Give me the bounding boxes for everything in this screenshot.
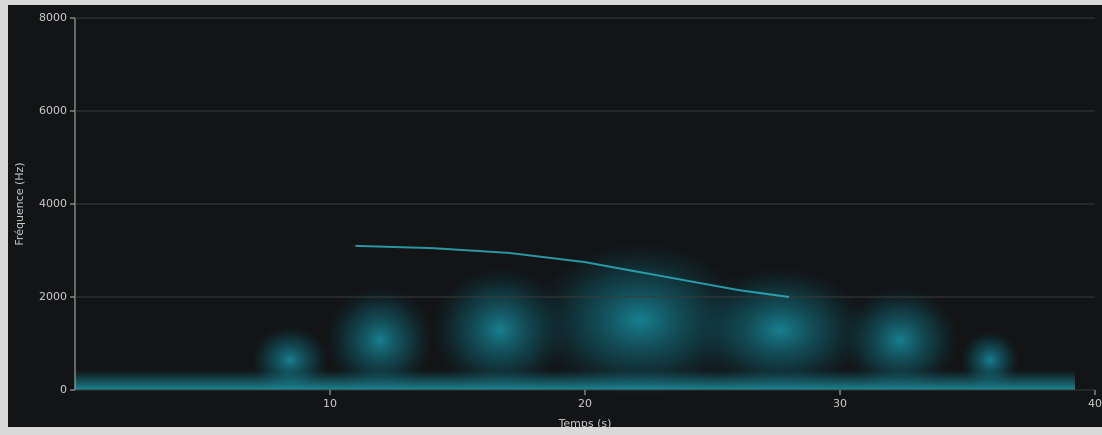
x-tick-label: 10 xyxy=(323,397,337,410)
x-tick-label: 20 xyxy=(578,397,592,410)
y-axis-label: Fréquence (Hz) xyxy=(13,162,26,245)
y-tick-label: 2000 xyxy=(39,290,67,303)
y-tick-label: 4000 xyxy=(39,197,67,210)
x-axis-label: Temps (s) xyxy=(558,417,612,430)
x-tick-label: 40 xyxy=(1088,397,1102,410)
x-tick-label: 30 xyxy=(833,397,847,410)
chart: Temps (s) Fréquence (Hz) 0 2000 4000 6000 80… xyxy=(0,0,1102,435)
y-tick-label: 6000 xyxy=(39,104,67,117)
y-tick-label: 0 xyxy=(60,383,67,396)
y-tick-label: 8000 xyxy=(39,11,67,24)
